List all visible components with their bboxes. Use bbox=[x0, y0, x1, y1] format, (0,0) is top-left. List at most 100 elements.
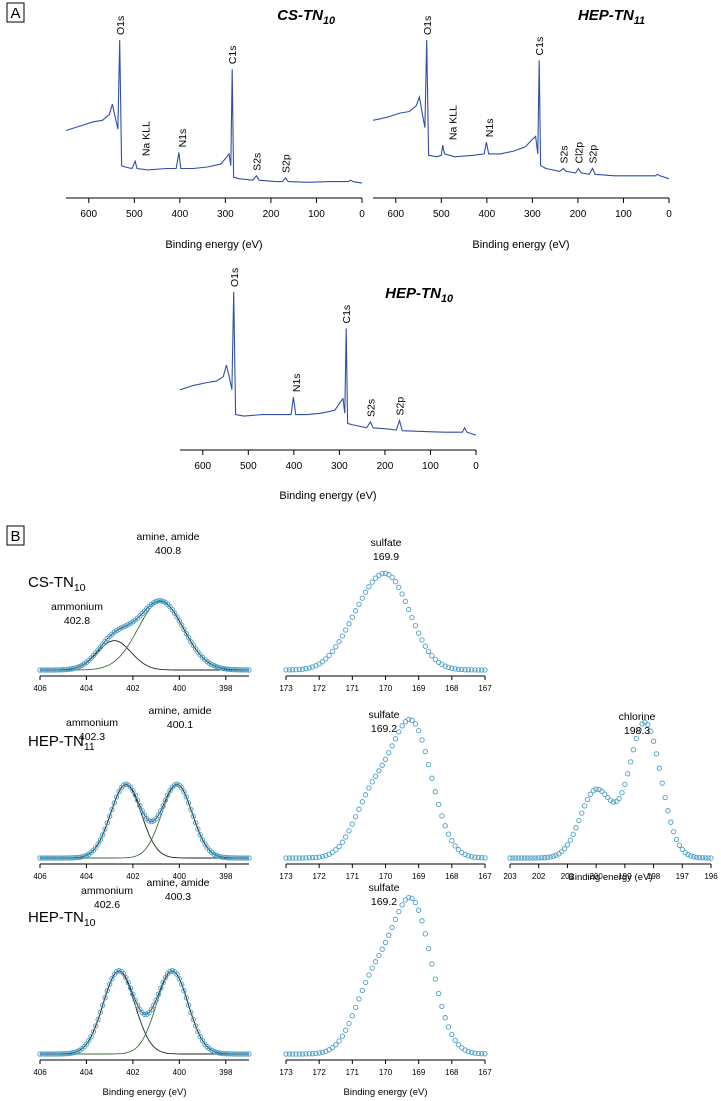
peak-label-na-kll: Na KLL bbox=[448, 105, 460, 140]
data-point bbox=[86, 1038, 92, 1044]
data-point bbox=[439, 1003, 445, 1010]
data-point bbox=[406, 716, 412, 723]
data-point bbox=[382, 570, 389, 577]
data-point bbox=[296, 666, 302, 673]
spectrum-line bbox=[179, 291, 477, 436]
data-point bbox=[389, 743, 395, 749]
data-point bbox=[590, 788, 596, 794]
data-point bbox=[165, 792, 171, 798]
survey-chart-cs-tn10: 600 500 400 300 200 100 0 Binding energy (eV) O1… bbox=[65, 7, 365, 251]
data-point bbox=[570, 831, 576, 837]
data-point bbox=[333, 644, 339, 650]
x-tick-label-171: 171 bbox=[346, 684, 360, 693]
data-point bbox=[293, 1051, 299, 1057]
x-tick-label-100: 100 bbox=[308, 209, 325, 220]
data-point bbox=[181, 626, 187, 633]
data-point bbox=[386, 932, 392, 938]
chart-title: HEP-TN10 bbox=[385, 285, 453, 305]
data-point bbox=[79, 854, 85, 860]
data-point bbox=[547, 854, 553, 860]
data-point bbox=[445, 831, 452, 837]
data-point bbox=[123, 781, 129, 787]
peak-label-s2s: S2s bbox=[558, 145, 570, 163]
data-point bbox=[339, 839, 346, 845]
x-tick-label-170: 170 bbox=[379, 872, 393, 881]
sample-label-subscript: 10 bbox=[74, 582, 86, 594]
x-tick-label-168: 168 bbox=[445, 684, 459, 693]
data-point bbox=[416, 907, 422, 913]
data-point bbox=[442, 823, 448, 829]
data-point bbox=[576, 817, 582, 824]
data-point bbox=[197, 1033, 203, 1040]
data-point bbox=[425, 648, 432, 655]
data-point bbox=[148, 1006, 155, 1013]
data-point bbox=[160, 979, 166, 986]
x-axis-label: Binding energy (eV) bbox=[165, 239, 262, 251]
peak-label-na-kll: Na KLL bbox=[141, 121, 153, 156]
data-point bbox=[379, 570, 385, 577]
x-tick-label-167: 167 bbox=[478, 684, 492, 693]
data-point bbox=[392, 579, 399, 585]
data-point bbox=[349, 614, 355, 620]
data-point bbox=[696, 854, 703, 861]
data-point bbox=[100, 1002, 106, 1008]
x-tick-label-500: 500 bbox=[126, 209, 143, 220]
data-point bbox=[197, 832, 203, 838]
data-point bbox=[188, 639, 194, 645]
x-axis-label: Binding energy (eV) bbox=[103, 1087, 187, 1098]
data-point bbox=[329, 1045, 336, 1051]
x-tick-label-0: 0 bbox=[359, 209, 365, 220]
x-tick-label-398: 398 bbox=[219, 1068, 233, 1077]
data-point bbox=[359, 595, 365, 601]
data-point bbox=[425, 761, 432, 768]
x-tick-label-168: 168 bbox=[445, 1068, 459, 1077]
data-point bbox=[359, 987, 365, 994]
x-tick-label-400: 400 bbox=[172, 209, 189, 220]
data-point bbox=[507, 855, 513, 861]
data-point bbox=[113, 794, 120, 800]
data-point bbox=[469, 1049, 475, 1056]
annotation-amine-amide-value: 400.1 bbox=[167, 719, 193, 731]
data-point bbox=[619, 790, 625, 796]
data-point bbox=[416, 727, 422, 734]
data-point bbox=[339, 1033, 346, 1039]
data-point bbox=[158, 598, 164, 604]
s2p-chart-hep-tn11: 173 172 171 170 169 168 167 sulfate 169.2 bbox=[279, 709, 492, 881]
data-point bbox=[656, 765, 662, 771]
data-point bbox=[183, 794, 189, 800]
annotation-amine-amide-value: 400.8 bbox=[155, 545, 181, 557]
x-tick-label-300: 300 bbox=[331, 461, 348, 472]
data-point bbox=[179, 622, 185, 628]
s2p-chart-hep-tn10: 173 172 171 170 169 168 167 Binding energy (eV)… bbox=[279, 882, 492, 1098]
data-point bbox=[181, 988, 187, 994]
data-point bbox=[356, 601, 362, 607]
data-point bbox=[409, 717, 415, 723]
annotation-ammonium-value: 402.6 bbox=[94, 899, 120, 911]
data-point bbox=[536, 855, 542, 861]
x-tick-label-402: 402 bbox=[126, 872, 140, 881]
data-point bbox=[176, 976, 182, 982]
peak-label-c1s: C1s bbox=[227, 46, 239, 65]
x-tick-label-402: 402 bbox=[126, 684, 140, 693]
data-point bbox=[349, 821, 355, 827]
data-point bbox=[299, 1051, 306, 1057]
data-point bbox=[510, 855, 516, 861]
data-point bbox=[429, 653, 435, 659]
x-tick-label-172: 172 bbox=[312, 872, 326, 881]
data-point bbox=[530, 855, 536, 861]
data-point bbox=[346, 1020, 352, 1027]
survey-chart-hep-tn11: 600 500 400 300 200 100 0 Binding energy (eV) O1… bbox=[372, 7, 672, 251]
data-point bbox=[343, 834, 349, 840]
x-tick-label-201: 201 bbox=[561, 872, 575, 881]
annotation-amine-amide-label: amine, amide bbox=[148, 705, 211, 717]
data-point bbox=[396, 908, 402, 915]
data-point bbox=[432, 976, 438, 982]
x-tick-label-196: 196 bbox=[704, 872, 718, 881]
data-point bbox=[449, 838, 455, 844]
x-tick-label-173: 173 bbox=[279, 684, 293, 693]
data-point bbox=[396, 584, 402, 590]
cl2p-chart-hep-tn11: 203 202 201 200 199 198 197 196 Binding energy (… bbox=[503, 711, 718, 883]
peak-label-s2s: S2s bbox=[251, 153, 263, 171]
data-point bbox=[435, 990, 442, 997]
data-point bbox=[319, 1049, 326, 1055]
